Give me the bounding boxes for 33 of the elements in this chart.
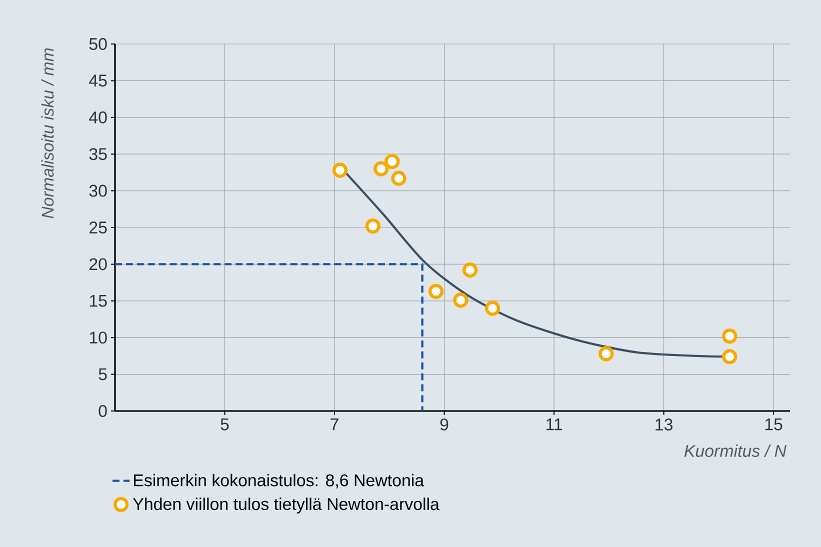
x-tick-label: 13	[656, 418, 672, 431]
y-tick-label: 10	[90, 332, 107, 344]
y-axis-title: Normalisoitu isku / mm	[41, 48, 54, 218]
y-tick-label: 0	[98, 405, 107, 417]
y-tick-label: 30	[89, 184, 107, 197]
x-axis-title: Kuormitus / N	[684, 444, 786, 457]
y-tick-label: 45	[89, 74, 107, 87]
y-tick-label: 5	[98, 368, 107, 380]
point	[722, 328, 738, 344]
y-tick-label: 40	[89, 111, 107, 124]
y-tick-label: 20	[90, 258, 107, 270]
point	[391, 170, 406, 186]
y-tick-label: 25	[90, 222, 107, 234]
x-tick-label: 5	[220, 418, 229, 430]
point	[722, 349, 738, 364]
x-tick-label: 9	[440, 418, 448, 431]
point	[484, 300, 500, 316]
point	[384, 154, 400, 170]
point	[462, 262, 478, 278]
point	[365, 218, 380, 234]
legend-label: Esimerkin kokonaistulos: 8,6 Newtonia	[134, 474, 424, 488]
x-tick-label: 11	[546, 418, 562, 430]
y-tick-label: 15	[90, 294, 107, 307]
point	[374, 161, 389, 176]
point	[332, 162, 348, 178]
point	[428, 284, 444, 299]
y-tick-label: 50	[89, 38, 107, 50]
y-tick-label: 35	[89, 148, 107, 160]
x-tick-label: 7	[330, 418, 338, 430]
x-tick-label: 15	[765, 418, 782, 430]
point	[598, 346, 614, 362]
point	[453, 292, 468, 308]
legend-label: Yhden viillon tulos tietyllä Newton-arvolla	[133, 498, 440, 514]
